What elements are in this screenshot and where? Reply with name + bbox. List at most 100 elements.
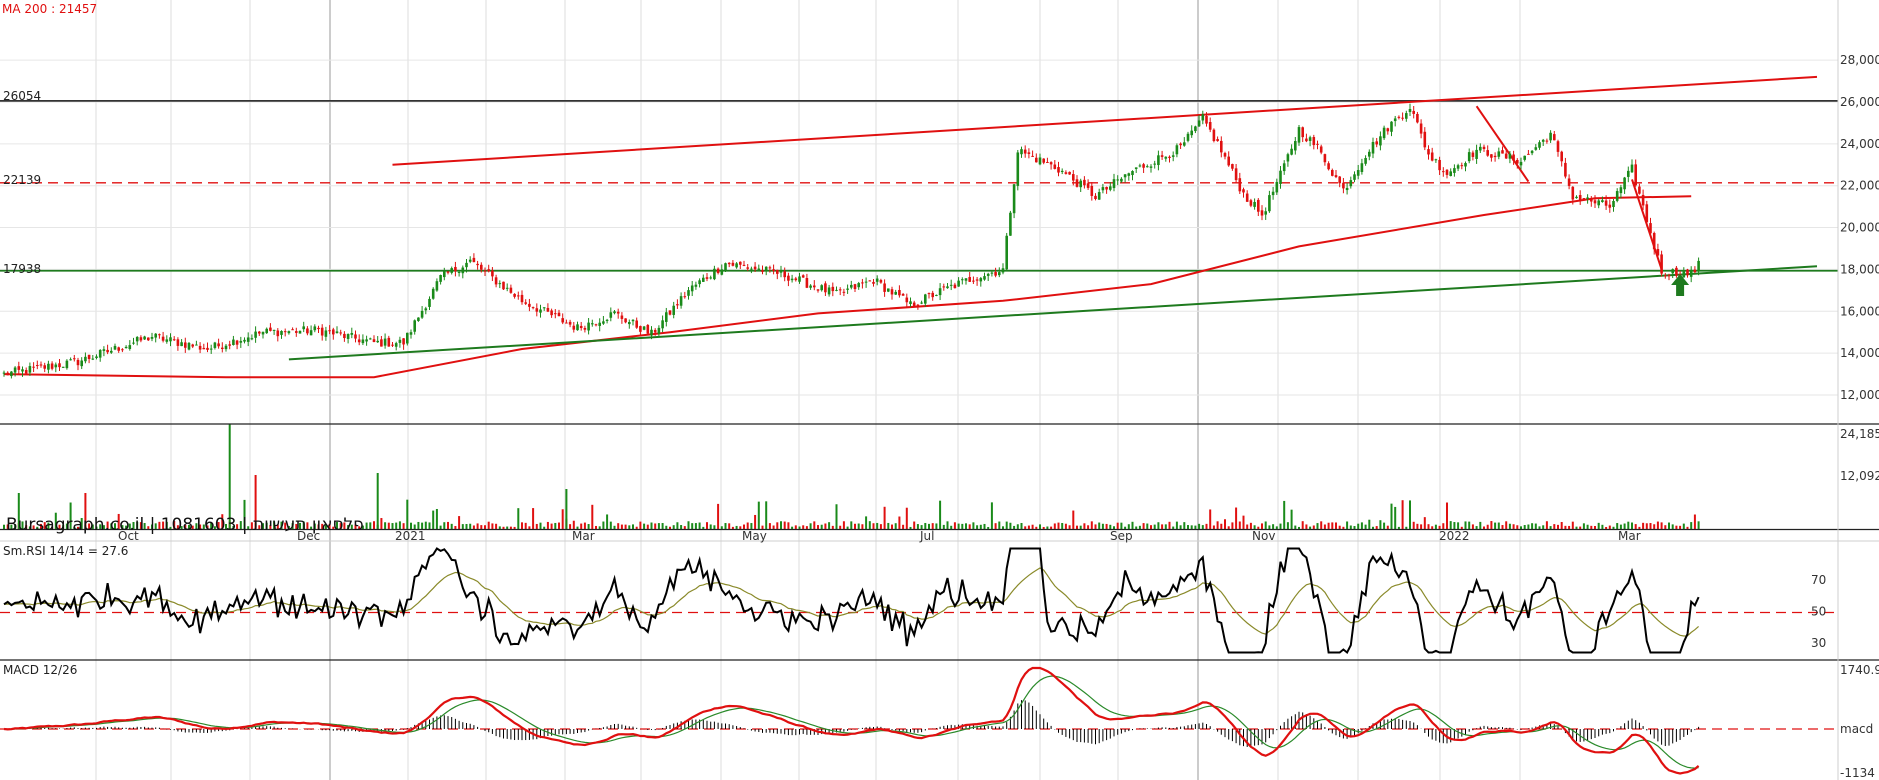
volume-bar [587,524,590,529]
candle-body [187,342,191,350]
candle-body [343,333,346,339]
candle-body [1571,186,1575,200]
volume-bar [324,524,327,529]
volume-bar [373,521,375,529]
volume-bar [1068,525,1071,529]
candle-body [1379,136,1382,146]
volume-bar [432,510,435,529]
candle-body [568,321,572,325]
candle-body [287,331,291,334]
volume-bar [694,523,697,529]
volume-bar [343,522,346,529]
volume-bar [1642,522,1645,529]
candle-body [398,339,402,343]
candle-body [1242,189,1245,193]
candle-body [91,358,95,360]
candle-body [1438,159,1441,171]
candle-body [132,342,135,344]
candle-body [1120,178,1123,182]
candle-body [1086,183,1090,188]
candle-body [609,312,613,318]
candle-body [920,302,923,304]
volume-bar [36,526,39,529]
price-tick-label: 12,000 [1840,388,1879,402]
candle-body [1290,148,1293,155]
candle-body [95,356,98,359]
candle-body [191,344,194,347]
candle-body [357,339,361,343]
volume-bar [106,521,109,529]
candle-body [827,287,831,295]
candle-body [1146,166,1149,168]
candle-body [713,268,716,280]
candle-body [324,330,328,337]
volume-bar [776,522,779,529]
candle-body [184,342,187,348]
candle-body [787,275,790,281]
volume-bar [151,524,153,529]
candle-body [1612,201,1615,208]
volume-bar [1205,523,1208,529]
candle-body [1238,178,1242,192]
volume-bar [77,526,79,529]
volume-bar [672,525,675,529]
volume-bar [1190,525,1193,529]
volume-bar [1175,521,1178,529]
candle-body [435,281,439,291]
volume-spike [565,489,568,529]
candle-body [576,324,579,331]
volume-bar [1516,525,1519,529]
volume-bar [794,525,797,529]
candle-body [894,291,897,295]
volume-bar [1198,523,1201,529]
candle-body [750,268,753,270]
volume-bar [554,522,557,529]
price-tick-label: 14,000 [1840,346,1879,360]
volume-bar [136,521,139,529]
candle-body [861,282,864,284]
time-tick-label: Oct [118,529,139,543]
volume-bar [1142,523,1145,529]
volume-bar [291,523,294,529]
time-tick-label: May [742,529,767,543]
volume-bar [250,522,253,529]
volume-bar [1335,522,1337,529]
trendline [288,265,1818,361]
volume-bar [1027,525,1030,529]
candle-body [831,286,835,292]
candle-body [84,356,87,362]
watermark-label: Bursagraph.co.il | 1081603 | פלסאון תעשי… [6,515,364,535]
volume-bar [521,522,523,529]
candle-body [1234,168,1238,181]
candle-body [1549,132,1552,141]
candle-body [480,264,483,270]
candle-body [1601,200,1604,203]
rsi-label: Sm.RSI 14/14 = 27.6 [3,544,128,558]
volume-bar [1009,522,1012,529]
candle-body [306,328,309,334]
volume-bar [247,526,250,529]
candle-body [309,330,313,336]
volume-bar [1183,522,1186,529]
volume-bar [28,526,31,529]
volume-bar [831,525,834,529]
candle-body [1271,191,1275,196]
volume-bar [1261,523,1263,529]
volume-bar [868,521,871,529]
candle-body [339,332,342,334]
volume-bar [598,526,601,529]
volume-bar [1020,522,1023,529]
volume-bar [1127,524,1130,529]
volume-bar [95,526,98,529]
volume-bar [1216,521,1219,529]
volume-bar [1434,524,1437,529]
volume-bar [406,499,409,529]
volume-bar [1253,525,1256,529]
candle-body [591,323,594,325]
candle-body [139,337,143,341]
candle-body [468,259,472,262]
volume-bar [1061,522,1064,529]
volume-bar [1594,525,1596,529]
